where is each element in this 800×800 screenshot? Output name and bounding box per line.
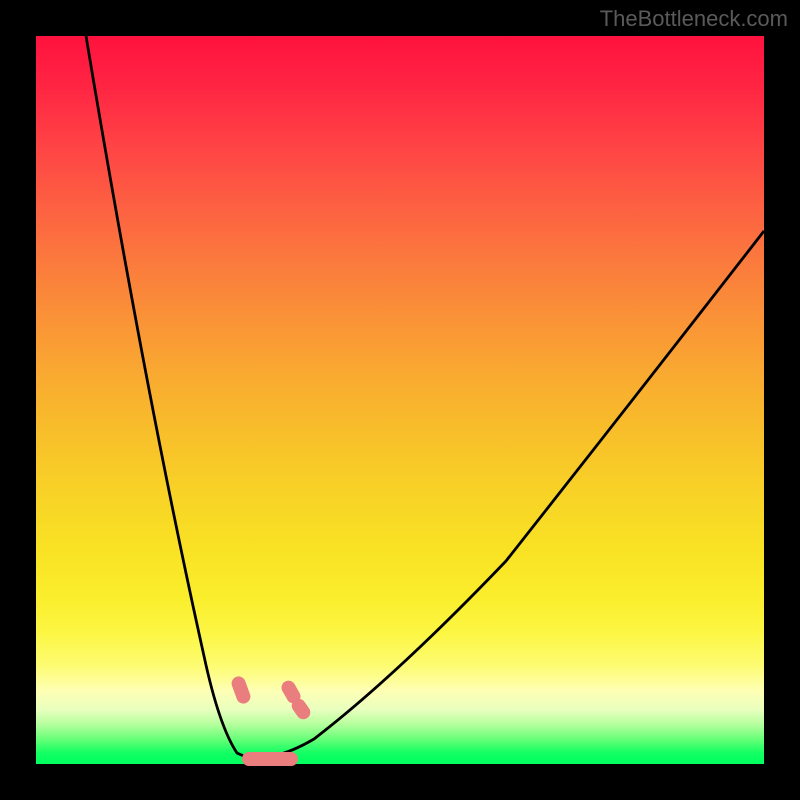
watermark-text: TheBottleneck.com [600,6,788,32]
left-curve [86,36,258,758]
right-curve [258,231,764,756]
data-marker-3 [242,752,298,766]
plot-area [36,36,764,764]
bottleneck-curves [36,36,764,764]
chart-container: TheBottleneck.com [0,0,800,800]
